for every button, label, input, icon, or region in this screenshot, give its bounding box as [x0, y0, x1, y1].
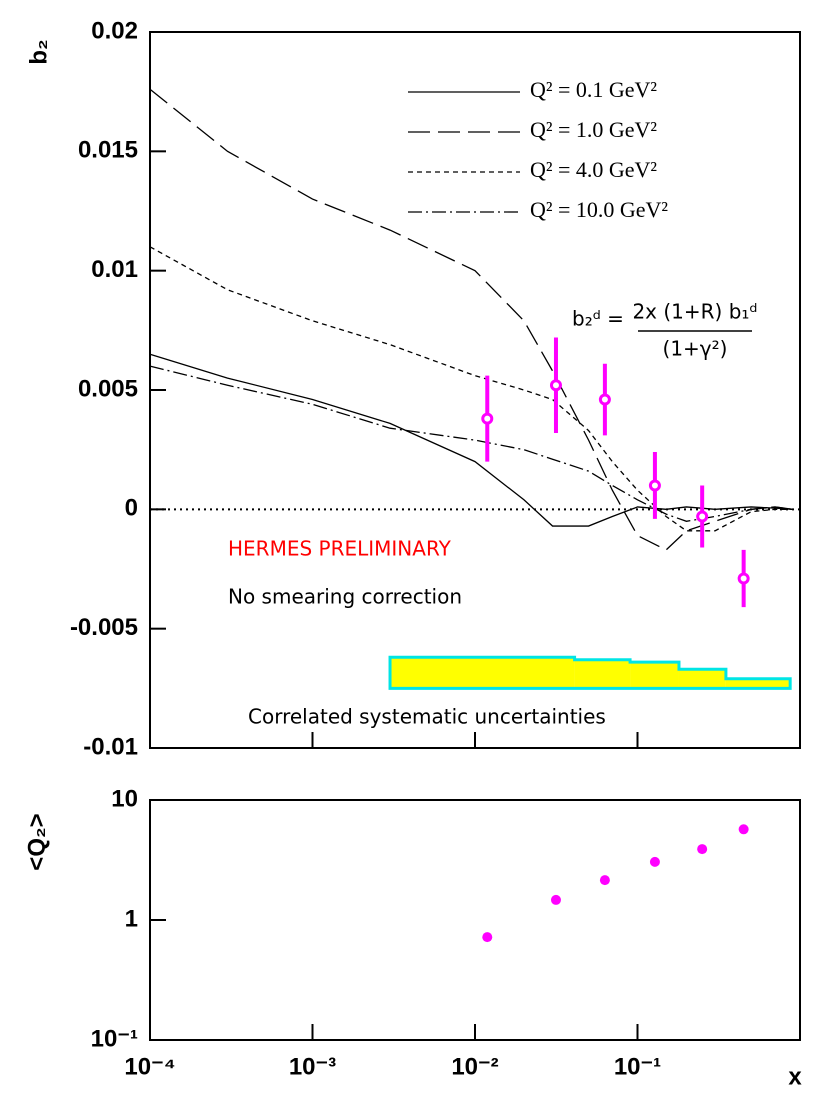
y-tick-label: 0.015	[78, 137, 138, 164]
y-axis-label: <Q₂>	[23, 813, 50, 870]
y-tick-label: 0.02	[91, 17, 138, 44]
data-point	[481, 412, 494, 425]
systematic-band	[725, 678, 791, 689]
data-point	[696, 510, 709, 523]
legend-label: Q² = 1.0 GeV²	[530, 117, 657, 142]
data-point	[648, 479, 661, 492]
x-tick-label: 10⁻¹	[614, 1053, 661, 1080]
y-tick-label: -0.005	[70, 614, 138, 641]
systematic-band	[390, 657, 575, 689]
y-tick-label: 0.01	[91, 256, 138, 283]
x-tick-label: 10⁻²	[451, 1053, 498, 1080]
y-axis-label: b₂	[25, 39, 52, 64]
data-point	[482, 932, 493, 943]
y-tick-label: 0.005	[78, 375, 138, 402]
annotation: No smearing correction	[228, 585, 462, 609]
plot-frame	[149, 799, 801, 1041]
annotation: Correlated systematic uncertainties	[248, 705, 606, 729]
formula-numerator: 2x (1+R) b₁ᵈ	[632, 300, 757, 324]
data-point	[549, 379, 562, 392]
legend-label: Q² = 10.0 GeV²	[530, 197, 668, 222]
y-tick-label: -0.01	[83, 733, 138, 760]
data-point	[598, 393, 611, 406]
data-point	[550, 894, 561, 905]
y-tick-label: 10⁻¹	[91, 1025, 138, 1052]
formula-lhs: b₂ᵈ =	[572, 307, 624, 331]
y-tick-label: 10	[111, 785, 138, 812]
y-tick-label: 0	[125, 495, 138, 522]
curve	[149, 88, 793, 551]
systematic-band	[678, 669, 726, 689]
legend-label: Q² = 0.1 GeV²	[530, 77, 657, 102]
curve	[149, 246, 793, 532]
data-point	[599, 875, 610, 886]
curve	[149, 365, 793, 522]
data-point	[738, 824, 749, 835]
data-point	[649, 856, 660, 867]
data-point	[737, 572, 750, 585]
systematic-band	[574, 659, 631, 689]
systematic-band	[630, 662, 679, 689]
y-tick-label: 1	[125, 905, 138, 932]
systematic-band-outline	[388, 655, 792, 690]
plot-frame	[149, 31, 801, 749]
formula-denominator: (1+γ²)	[663, 337, 728, 361]
x-tick-label: 10⁻⁴	[124, 1053, 175, 1080]
legend-label: Q² = 4.0 GeV²	[530, 157, 657, 182]
annotation: HERMES PRELIMINARY	[228, 537, 452, 561]
data-point	[697, 844, 708, 855]
x-tick-label: 10⁻³	[289, 1053, 336, 1080]
curve	[149, 353, 793, 527]
x-axis-label: x	[788, 1063, 802, 1090]
